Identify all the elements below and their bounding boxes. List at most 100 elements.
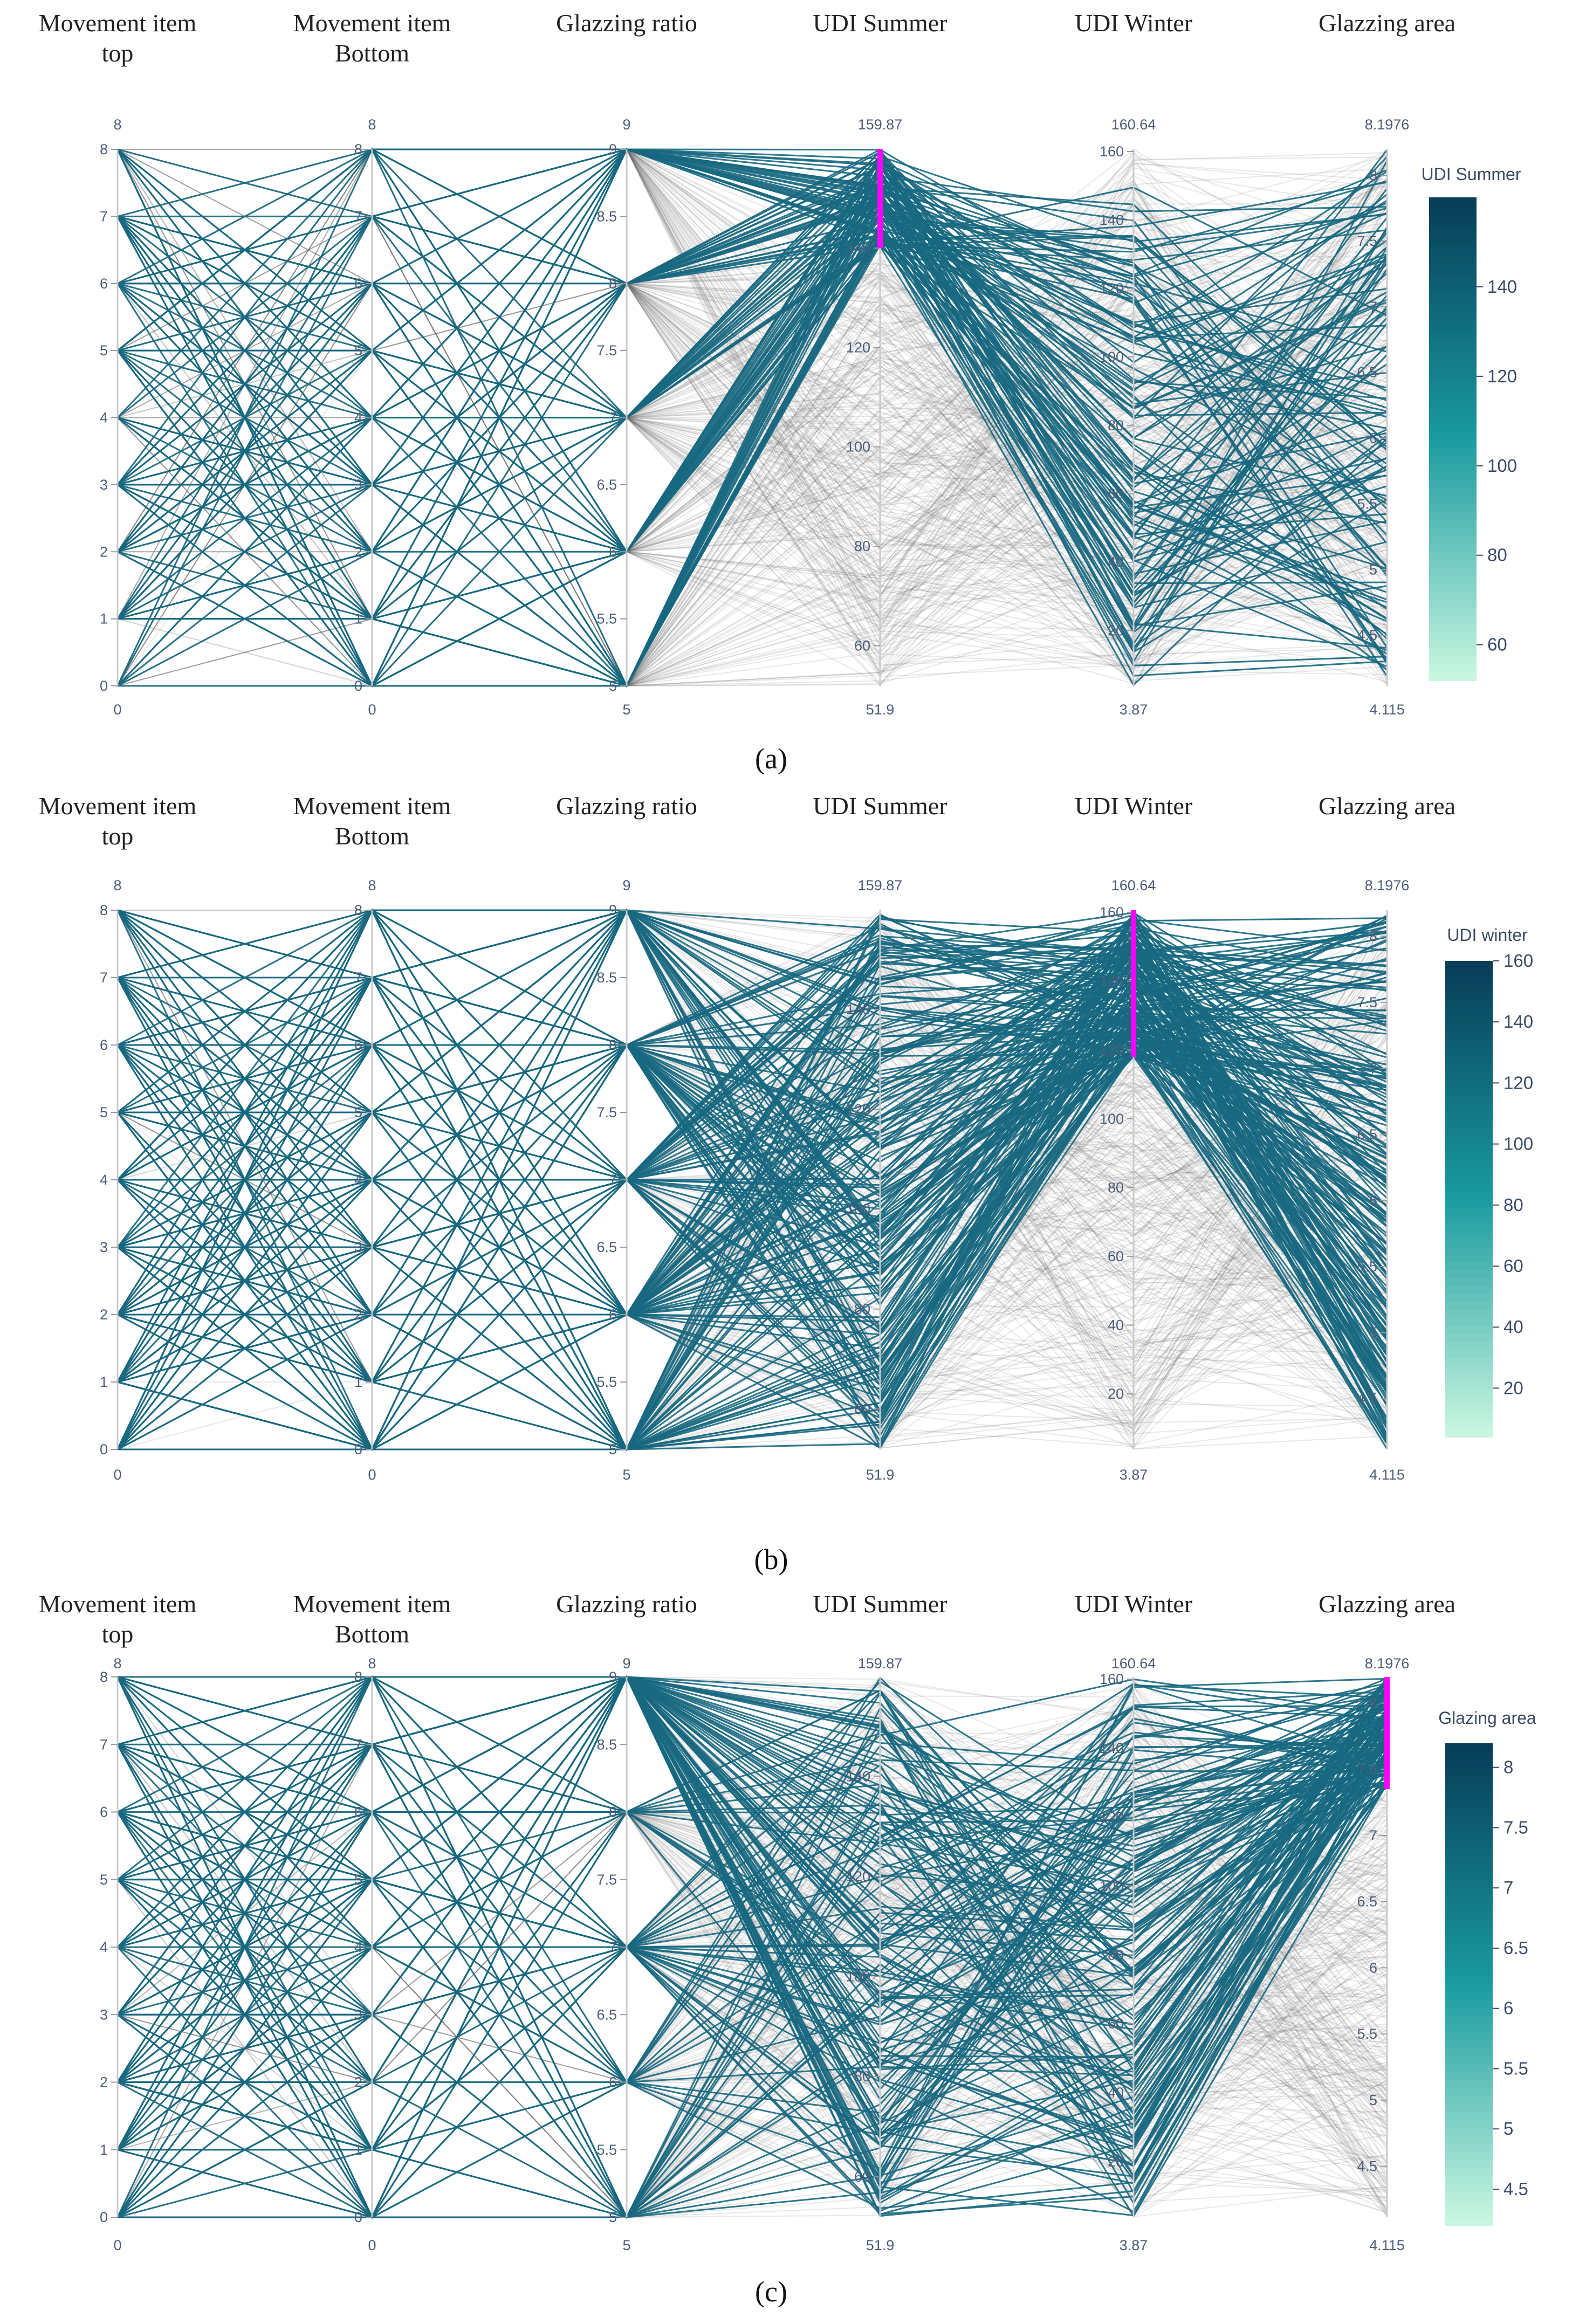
axis-4[interactable]: UDI Winter 160.64 3.87 20 40 60 80 100 120 140 160: [1075, 1590, 1192, 2253]
data-lines: [116, 1675, 1388, 2219]
colorbar-segment: [1429, 479, 1477, 488]
axis-title: Movement item: [293, 792, 451, 820]
axis-max-label: 8.1976: [1365, 877, 1410, 893]
colorbar-tick-label: 60: [1503, 1256, 1523, 1276]
colorbar-segment: [1445, 2024, 1493, 2033]
axis-tick-label: 140: [1100, 973, 1124, 989]
selected-line: [117, 909, 1388, 1383]
axis-4[interactable]: UDI Winter 160.64 3.87 20 40 60 80 100 120 140 160: [1075, 792, 1192, 1483]
colorbar-segment: [1445, 2121, 1493, 2130]
axis-3[interactable]: UDI Summer 159.87 51.9 60 80 100 120 140: [813, 792, 947, 1483]
selected-line: [117, 1675, 1388, 2218]
constraint-brush[interactable]: [1384, 1677, 1390, 1790]
axis-tick-label: 2: [100, 1307, 108, 1323]
colorbar-segment: [1445, 1816, 1493, 1824]
selected-line: [117, 909, 1388, 1316]
axis-title: Movement item: [293, 9, 451, 37]
axis-tick-label: 8: [354, 902, 362, 918]
unselected-line: [117, 283, 1388, 642]
colorbar-segment: [1445, 985, 1493, 993]
axis-tick-label: 0: [354, 1441, 362, 1457]
colorbar-segment: [1445, 1333, 1493, 1343]
selected-line: [118, 932, 1388, 1125]
colorbar-segment: [1445, 1064, 1493, 1073]
axis-tick-label: 9: [609, 1669, 617, 1685]
axis-2[interactable]: Glazzing ratio 9 55 5.5 6 6.5 7 7.5 8 8.5 9: [556, 9, 697, 718]
selected-line: [117, 1676, 1388, 1972]
axis-3[interactable]: UDI Summer 159.87 51.9 60 80 100 120 140: [813, 1590, 947, 2253]
colorbar-segment: [1429, 390, 1477, 400]
colorbar-segment: [1429, 407, 1477, 416]
selected-line: [118, 238, 1388, 655]
axis-tick-label: 5: [354, 1872, 362, 1888]
axis-tick-label: 0: [100, 678, 108, 694]
colorbar-tick-label: 4.5: [1503, 2179, 1528, 2199]
colorbar-segment: [1429, 229, 1477, 238]
axis-title: Bottom: [335, 39, 409, 67]
colorbar-segment: [1429, 431, 1477, 439]
axis-tick-label: 5: [1369, 1324, 1377, 1340]
colorbar-segment: [1445, 2096, 1493, 2106]
axis-tick-label: 8.5: [596, 970, 617, 986]
axis-tick-label: 8: [100, 1669, 108, 1685]
axis-title: Glazzing area: [1319, 1590, 1455, 1618]
axis-tick-label: 120: [1100, 1042, 1124, 1058]
axis-2[interactable]: Glazzing ratio 9 55 5.5 6 6.5 7 7.5 8 8.5 9: [556, 792, 697, 1483]
axis-tick-label: 7: [1369, 299, 1377, 315]
axis-max-label: 9: [622, 1655, 630, 1672]
axis-2[interactable]: Glazzing ratio 9 55 5.5 6 6.5 7 7.5 8 8.5 9: [556, 1590, 697, 2253]
colorbar-segment: [1429, 278, 1477, 287]
colorbar-segment: [1429, 197, 1477, 206]
colorbar-segment: [1445, 1286, 1493, 1295]
axis-4[interactable]: UDI Winter 160.64 3.87 20 40 60 80 100 120 140 160: [1075, 9, 1192, 718]
axis-min-label: 0: [368, 2237, 376, 2253]
axis-min-label: 51.9: [866, 1467, 895, 1483]
axis-tick-label: 7: [1369, 1827, 1377, 1844]
selected-line: [116, 170, 1388, 687]
axis-tick-label: 6: [1369, 430, 1377, 446]
colorbar-segment: [1445, 2088, 1493, 2098]
unselected-line: [117, 244, 1388, 686]
axis-5[interactable]: Glazzing area 8.1976 4.115 4.5 5 5.5 6 6.5 7 7.5 8: [1319, 9, 1455, 718]
selected-line: [116, 183, 1388, 687]
selected-line: [116, 976, 1388, 1450]
axis-5[interactable]: Glazzing area 8.1976 4.115 4.5 5 5.5 6 6.5 7 7.5 8: [1319, 792, 1455, 1483]
constraint-brush[interactable]: [1131, 910, 1136, 1057]
colorbar-segment: [1429, 253, 1477, 263]
selected-line: [117, 930, 1388, 1316]
colorbar-segment: [1445, 1365, 1493, 1374]
selected-line: [117, 156, 1388, 553]
axis-tick-label: 100: [846, 1201, 870, 1218]
colorbar-segment: [1429, 471, 1477, 480]
axis-tick-label: 3: [354, 2006, 362, 2023]
selected-line: [118, 939, 1388, 1316]
selected-line: [117, 1676, 1388, 1881]
colorbar-tick-label: 160: [1503, 951, 1533, 971]
constraint-brush[interactable]: [877, 149, 883, 249]
colorbar-segment: [1429, 213, 1477, 222]
axis-tick-label: 7: [609, 1939, 617, 1955]
axis-max-label: 159.87: [858, 877, 903, 893]
colorbar-tick-label: 40: [1503, 1317, 1523, 1337]
axis-min-label: 4.115: [1369, 2237, 1405, 2253]
axis-title: Bottom: [335, 1620, 409, 1648]
colorbar-segment: [1429, 463, 1477, 472]
axis-3[interactable]: UDI Summer 159.87 51.9 60 80 100 120 140: [813, 9, 947, 718]
selected-line: [117, 979, 1388, 1386]
axis-max-label: 160.64: [1111, 877, 1156, 893]
selected-line: [117, 148, 1388, 687]
axis-title: UDI Summer: [813, 1590, 947, 1618]
axis-tick-label: 20: [1108, 1386, 1124, 1402]
colorbar-segment: [1445, 1936, 1493, 1945]
axis-tick-label: 7: [100, 1736, 108, 1752]
axis-5[interactable]: Glazzing area 8.1976 4.115 4.5 5 5.5 6 6.5 7 7.5 8: [1319, 1590, 1455, 2253]
selected-line: [117, 1676, 1388, 2016]
colorbar-segment: [1429, 519, 1477, 528]
